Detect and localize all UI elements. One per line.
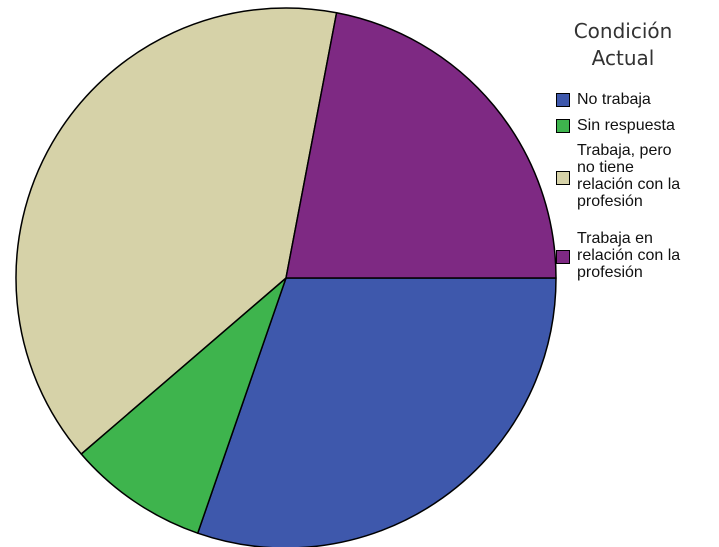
legend-title: Condición Actual — [568, 18, 678, 72]
legend-label-trabaja-sin-relacion: Trabaja, pero no tiene relación con la p… — [577, 142, 719, 210]
pie-slice-trabaja-sin-relacion — [15, 7, 338, 455]
legend-label-line: Trabaja, pero — [577, 142, 672, 159]
pie-slice-trabaja-con-relacion — [285, 12, 557, 279]
pie-slice-no-trabaja — [196, 277, 557, 547]
legend-label-line: no tiene — [577, 159, 634, 176]
legend-label-line: Sin respuesta — [577, 117, 675, 134]
legend-label-line: No trabaja — [577, 91, 651, 108]
pie-slice-sin-respuesta — [80, 277, 287, 534]
legend-label-line: Trabaja en — [577, 230, 653, 247]
legend-label-sin-respuesta: Sin respuesta — [577, 117, 719, 134]
legend-swatch-sin-respuesta — [556, 119, 570, 133]
legend-label-line: relación con la — [577, 176, 681, 193]
legend-title-line-2: Actual — [591, 46, 655, 70]
legend-title-line-1: Condición — [573, 19, 673, 43]
legend-swatch-trabaja-sin-relacion — [556, 171, 570, 185]
legend-label-no-trabaja: No trabaja — [577, 91, 719, 108]
legend-label-line: profesión — [577, 193, 643, 210]
legend-label-trabaja-con-relacion: Trabaja en relación con la profesión — [577, 230, 719, 281]
legend-label-line: relación con la — [577, 247, 681, 264]
legend-swatch-trabaja-con-relacion — [556, 250, 570, 264]
legend-swatch-no-trabaja — [556, 93, 570, 107]
legend-label-line: profesión — [577, 264, 643, 281]
